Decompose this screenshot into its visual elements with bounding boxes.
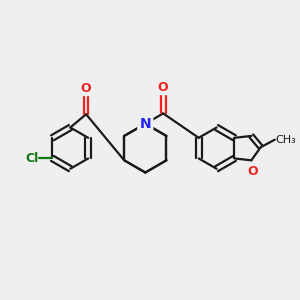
Text: O: O [81,82,92,95]
Text: O: O [247,165,258,178]
Text: N: N [140,117,151,131]
Text: Cl: Cl [25,152,38,165]
Text: O: O [158,81,169,94]
Text: CH₃: CH₃ [276,135,296,145]
Text: N: N [140,117,151,131]
